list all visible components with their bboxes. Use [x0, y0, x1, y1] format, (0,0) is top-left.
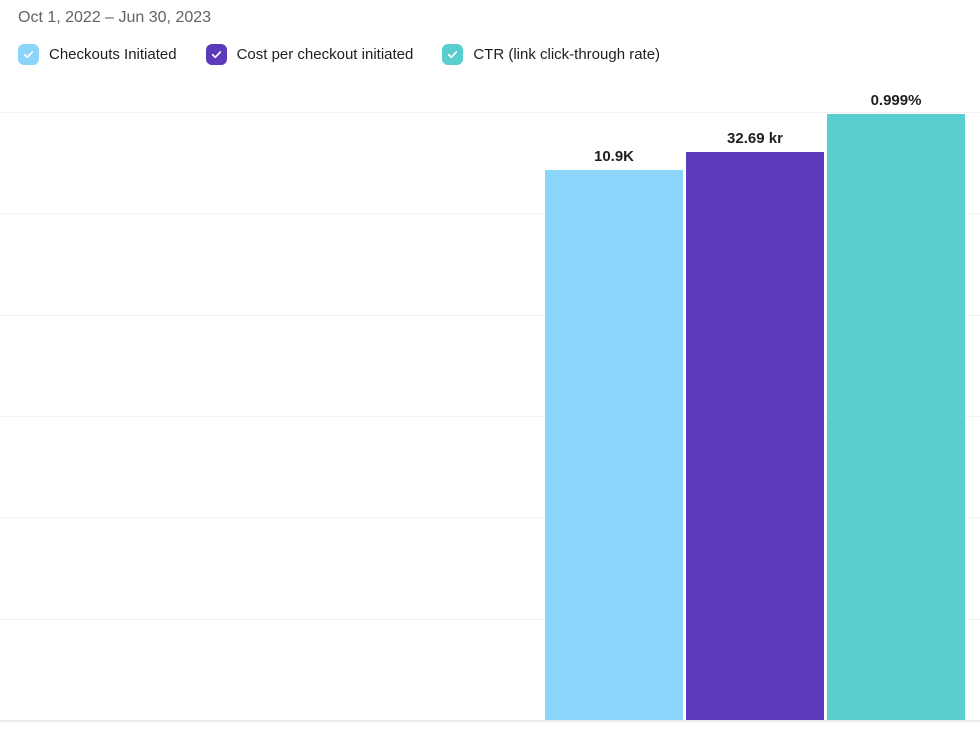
checkbox-checked-icon[interactable] [205, 44, 227, 65]
gridline [0, 618, 980, 620]
gridline [0, 112, 980, 113]
bar [827, 114, 965, 720]
gridline [0, 517, 980, 519]
chart-legend: Checkouts Initiated Cost per checkout ini… [18, 44, 660, 65]
bar [545, 170, 683, 720]
legend-item[interactable]: Cost per checkout initiated [205, 44, 414, 65]
date-range-label: Oct 1, 2022 – Jun 30, 2023 [18, 9, 212, 26]
bar [686, 152, 824, 720]
x-axis-line [0, 720, 980, 722]
bar-chart-plot-area: 10.9K 32.69 kr 0.999% [0, 92, 980, 722]
gridline [0, 314, 980, 316]
legend-item-label: Checkouts Initiated [49, 45, 177, 63]
legend-item-label: CTR (link click-through rate) [473, 45, 661, 63]
legend-item[interactable]: CTR (link click-through rate) [442, 44, 660, 65]
gridline [0, 213, 980, 215]
bar-value-label: 32.69 kr [727, 130, 783, 147]
gridline [0, 416, 980, 417]
checkbox-checked-icon[interactable] [442, 44, 464, 65]
bar-value-label: 0.999% [870, 92, 922, 109]
legend-item-label: Cost per checkout initiated [236, 45, 414, 63]
checkbox-checked-icon[interactable] [18, 44, 39, 65]
bar-value-label: 10.9K [593, 148, 635, 165]
legend-item[interactable]: Checkouts Initiated [18, 44, 177, 65]
